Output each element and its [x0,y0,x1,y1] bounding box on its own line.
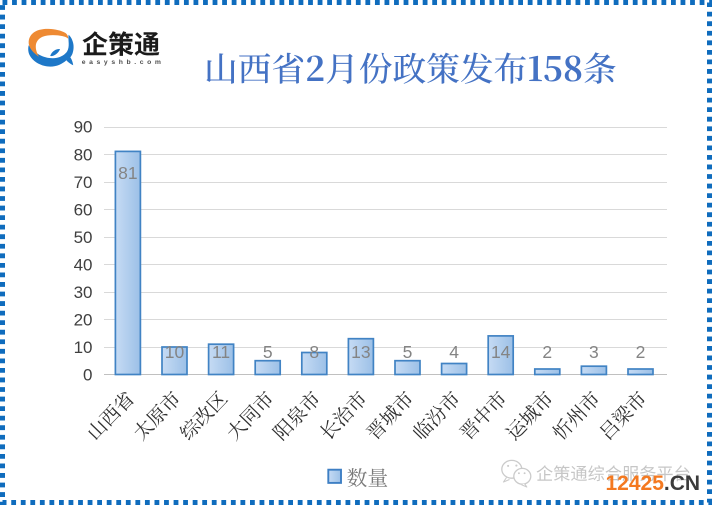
svg-text:11: 11 [212,342,230,362]
svg-text:3: 3 [589,342,599,362]
svg-text:5: 5 [263,342,273,362]
svg-text:80: 80 [74,145,93,164]
svg-text:30: 30 [74,283,93,302]
svg-text:0: 0 [83,366,92,385]
svg-text:20: 20 [74,311,93,330]
svg-text:60: 60 [74,200,93,219]
svg-text:5: 5 [403,342,413,362]
svg-text:easyshb.com: easyshb.com [82,59,165,66]
svg-text:13: 13 [351,342,370,362]
svg-text:2: 2 [542,342,552,362]
svg-text:90: 90 [74,118,93,137]
svg-text:40: 40 [74,255,93,274]
svg-text:12425.CN: 12425.CN [606,472,701,495]
svg-text:10: 10 [74,338,93,357]
svg-text:70: 70 [74,173,93,192]
svg-text:4: 4 [449,342,459,362]
svg-text:2: 2 [636,342,646,362]
svg-text:50: 50 [74,228,93,247]
svg-text:14: 14 [491,342,511,362]
svg-text:8: 8 [309,342,319,362]
svg-text:81: 81 [118,163,137,183]
svg-text:10: 10 [165,342,185,362]
